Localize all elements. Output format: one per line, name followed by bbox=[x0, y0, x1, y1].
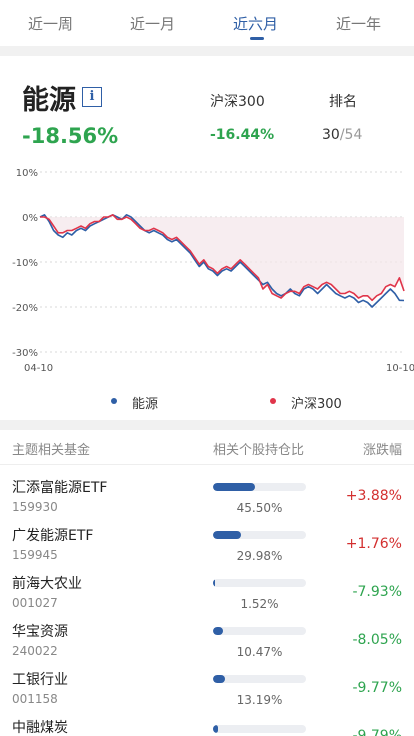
header-change: 涨跌幅 bbox=[363, 439, 402, 458]
holding-ratio-bar bbox=[213, 627, 306, 635]
fund-name: 工银行业 bbox=[12, 669, 68, 689]
fund-change: +3.88% bbox=[346, 488, 402, 504]
y-tick-label: -20% bbox=[12, 303, 38, 314]
legend-dot-index bbox=[270, 398, 276, 404]
fund-code: 240022 bbox=[12, 644, 58, 658]
legend-label-index: 沪深300 bbox=[291, 393, 342, 412]
holding-ratio-text: 13.19% bbox=[213, 693, 306, 707]
rank-label: 排名 bbox=[329, 91, 357, 111]
fund-row[interactable]: 前海大农业 001027 1.52% -7.93% bbox=[0, 573, 414, 622]
holding-ratio-fill bbox=[213, 627, 223, 635]
fund-name: 华宝资源 bbox=[12, 621, 68, 641]
theme-change: -18.56% bbox=[22, 124, 118, 148]
fund-row[interactable]: 华宝资源 240022 10.47% -8.05% bbox=[0, 621, 414, 670]
tab-1y[interactable]: 近一年 bbox=[336, 13, 381, 34]
fund-row[interactable]: 汇添富能源ETF 159930 45.50% +3.88% bbox=[0, 477, 414, 526]
header-holding-ratio: 相关个股持仓比 bbox=[213, 439, 304, 458]
info-icon[interactable]: i bbox=[82, 87, 102, 107]
fund-row[interactable]: 广发能源ETF 159945 29.98% +1.76% bbox=[0, 525, 414, 574]
index-label: 沪深300 bbox=[210, 91, 265, 111]
x-tick-label: 10-10 bbox=[386, 363, 414, 374]
fund-name: 中融煤炭 bbox=[12, 717, 68, 736]
holding-ratio-bar bbox=[213, 725, 306, 733]
holding-ratio-text: 10.47% bbox=[213, 645, 306, 659]
rank-total: /54 bbox=[340, 127, 363, 143]
performance-chart: 10% 0% -10% -20% -30% 04-10 10-10 bbox=[0, 160, 414, 375]
theme-title: 能源 bbox=[22, 78, 76, 117]
holding-ratio-fill bbox=[213, 483, 255, 491]
holding-ratio-fill bbox=[213, 579, 215, 587]
holding-ratio-bar bbox=[213, 675, 306, 683]
index-area-fill bbox=[40, 215, 404, 300]
tab-6m[interactable]: 近六月 bbox=[233, 13, 278, 34]
table-header-divider bbox=[0, 464, 414, 465]
y-tick-label: -30% bbox=[12, 348, 38, 359]
x-tick-label: 04-10 bbox=[24, 363, 53, 374]
tab-1m[interactable]: 近一月 bbox=[130, 13, 175, 34]
holding-ratio-bar bbox=[213, 579, 306, 587]
header-fund: 主题相关基金 bbox=[12, 439, 90, 458]
fund-change: +1.76% bbox=[346, 536, 402, 552]
fund-name: 广发能源ETF bbox=[12, 525, 93, 545]
holding-ratio-fill bbox=[213, 725, 218, 733]
fund-change: -7.93% bbox=[352, 584, 402, 600]
fund-row[interactable]: 工银行业 001158 13.19% -9.77% bbox=[0, 669, 414, 718]
holding-ratio-bar bbox=[213, 531, 306, 539]
y-tick-label: 0% bbox=[22, 213, 38, 224]
fund-name: 前海大农业 bbox=[12, 573, 82, 593]
fund-code: 001027 bbox=[12, 596, 58, 610]
holding-ratio-text: 29.98% bbox=[213, 549, 306, 563]
holding-ratio-text: 1.52% bbox=[213, 597, 306, 611]
section-divider bbox=[0, 46, 414, 56]
fund-code: 001158 bbox=[12, 692, 58, 706]
holding-ratio-fill bbox=[213, 675, 225, 683]
fund-code: 159930 bbox=[12, 500, 58, 514]
legend-dot-theme bbox=[111, 398, 117, 404]
holding-ratio-bar bbox=[213, 483, 306, 491]
y-tick-label: -10% bbox=[12, 258, 38, 269]
legend-label-theme: 能源 bbox=[132, 393, 158, 412]
index-change: -16.44% bbox=[210, 127, 274, 143]
rank-position: 30 bbox=[322, 127, 340, 143]
fund-row[interactable]: 中融煤炭 -9.79% bbox=[0, 717, 414, 736]
y-tick-label: 10% bbox=[16, 168, 38, 179]
fund-change: -8.05% bbox=[352, 632, 402, 648]
rank-value: 30/54 bbox=[322, 127, 362, 143]
holding-ratio-fill bbox=[213, 531, 241, 539]
fund-code: 159945 bbox=[12, 548, 58, 562]
period-tabs: 近一周 近一月 近六月 近一年 bbox=[0, 0, 414, 46]
fund-name: 汇添富能源ETF bbox=[12, 477, 107, 497]
active-tab-indicator bbox=[250, 37, 264, 40]
holding-ratio-text: 45.50% bbox=[213, 501, 306, 515]
fund-change: -9.79% bbox=[352, 728, 402, 736]
tab-1w[interactable]: 近一周 bbox=[28, 13, 73, 34]
fund-change: -9.77% bbox=[352, 680, 402, 696]
section-divider-2 bbox=[0, 420, 414, 430]
